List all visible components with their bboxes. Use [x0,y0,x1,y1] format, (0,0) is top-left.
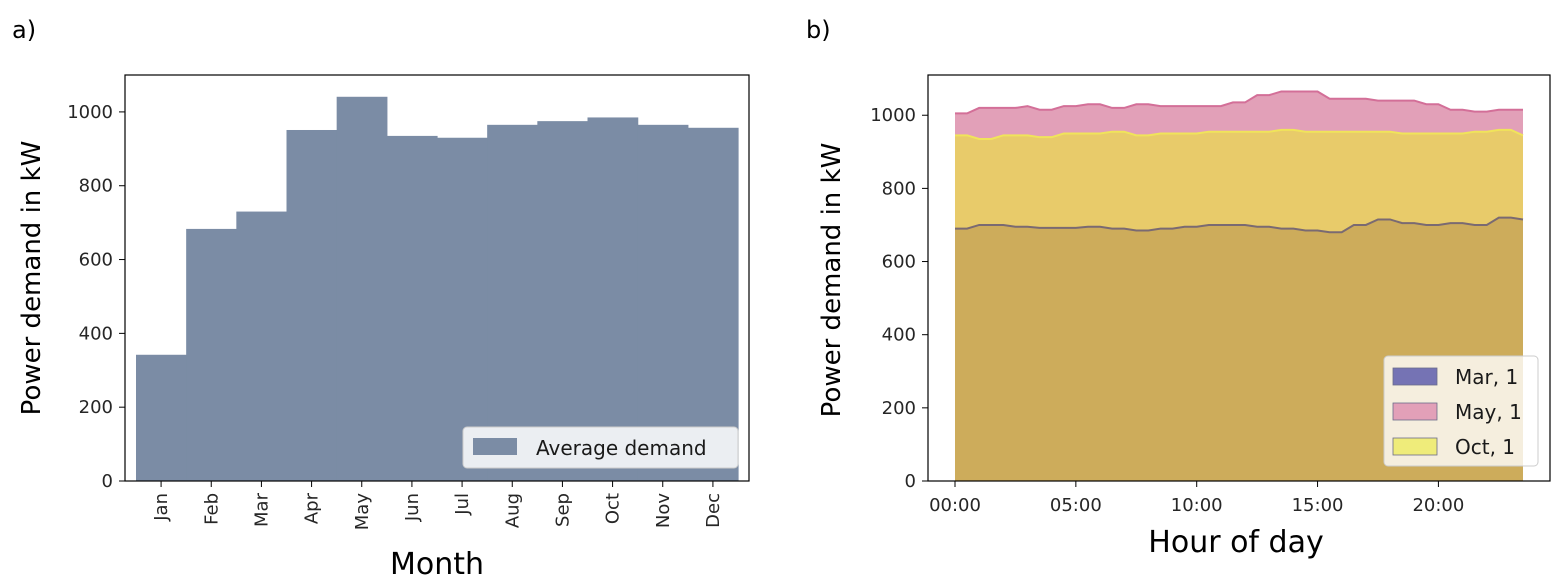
panel-label-a: a) [12,16,36,44]
chart-a-legend-swatch [473,438,517,455]
chart-a-frame [124,74,750,482]
x-tick-label: 05:00 [1050,495,1102,516]
y-tick-label: 600 [79,250,113,271]
area-mar [955,217,1523,481]
bar-dec [687,127,739,481]
y-tick-label: 200 [882,398,916,419]
line-may [955,90,1523,115]
chart-a-x-ticks: Jan Feb Mar Apr May Jun Jul Aug Sep Oct Nov Dec [151,481,724,530]
y-tick-label: 400 [79,323,113,344]
x-tick-label: 15:00 [1292,495,1344,516]
y-tick-label: 1000 [67,102,113,123]
chart-b-areas [955,90,1524,481]
chart-b-legend-label-mar: Mar, 1 [1455,365,1518,389]
y-tick-label: 0 [102,471,113,492]
bar-may [336,96,388,481]
chart-b-y-axis-label: Power demand in kW [817,143,847,418]
x-tick-label-sep: Sep [552,493,573,527]
x-tick-label-oct: Oct [603,493,624,524]
y-tick-label: 800 [882,178,916,199]
chart-b-legend-label-may: May, 1 [1455,400,1522,424]
chart-a-y-ticks: 0 200 400 600 800 1000 [67,102,125,492]
y-tick-label: 600 [882,252,916,273]
chart-a-x-axis-label: Month [390,547,484,582]
panel-label-b: b) [806,16,831,44]
x-tick-label-feb: Feb [201,493,222,525]
chart-b-legend: Mar, 1 May, 1 Oct, 1 [1383,355,1539,467]
x-tick-label: 20:00 [1412,495,1464,516]
y-tick-label: 800 [79,176,113,197]
y-tick-label: 400 [882,325,916,346]
x-tick-label-nov: Nov [653,493,674,528]
line-mar [955,216,1524,234]
chart-b-daily-demand: 0 200 400 600 800 1000 00:00 05:00 10:00 15:00 20… [817,74,1551,560]
chart-a-y-axis-label: Power demand in kW [17,141,47,416]
bar-aug [487,124,538,481]
x-tick-label-may: May [352,493,373,531]
chart-a-monthly-demand: 0 200 400 600 800 1000 Jan Feb Mar Apr May Jun Jul A… [17,74,750,582]
bar-feb [186,228,237,481]
bar-oct [587,117,639,481]
y-tick-label: 0 [905,471,916,492]
chart-b-x-axis-label: Hour of day [1148,525,1323,560]
chart-a-legend: Average demand [462,426,739,469]
line-oct [955,128,1524,141]
chart-b-legend-swatch-oct [1392,437,1438,456]
x-tick-label-apr: Apr [302,492,323,524]
bar-apr [286,129,338,481]
y-tick-label: 1000 [870,105,916,126]
y-tick-label: 200 [79,397,113,418]
chart-b-x-ticks: 00:00 05:00 10:00 15:00 20:00 [929,481,1464,516]
chart-b-legend-swatch-mar [1392,367,1438,386]
x-tick-label: 10:00 [1171,495,1223,516]
x-tick-label-jul: Jul [452,493,473,516]
bar-jan [136,354,187,481]
x-tick-label-mar: Mar [251,492,272,527]
x-tick-label: 00:00 [929,495,981,516]
chart-b-y-ticks: 0 200 400 600 800 1000 [870,105,928,492]
bar-sep [537,121,589,482]
chart-a-legend-box [462,426,739,469]
x-tick-label-dec: Dec [703,493,724,528]
x-tick-label-jun: Jun [402,493,423,522]
chart-b-frame [927,74,1551,482]
chart-b-legend-swatch-may [1392,402,1438,421]
x-tick-label-aug: Aug [502,493,523,528]
x-tick-label-jan: Jan [151,493,172,522]
bar-jun [386,135,438,481]
chart-b-legend-label-oct: Oct, 1 [1455,435,1515,459]
chart-a-bars [136,96,739,482]
bar-mar [236,211,288,481]
bar-jul [437,137,488,481]
chart-a-legend-label: Average demand [536,436,707,460]
bar-nov [637,124,689,481]
